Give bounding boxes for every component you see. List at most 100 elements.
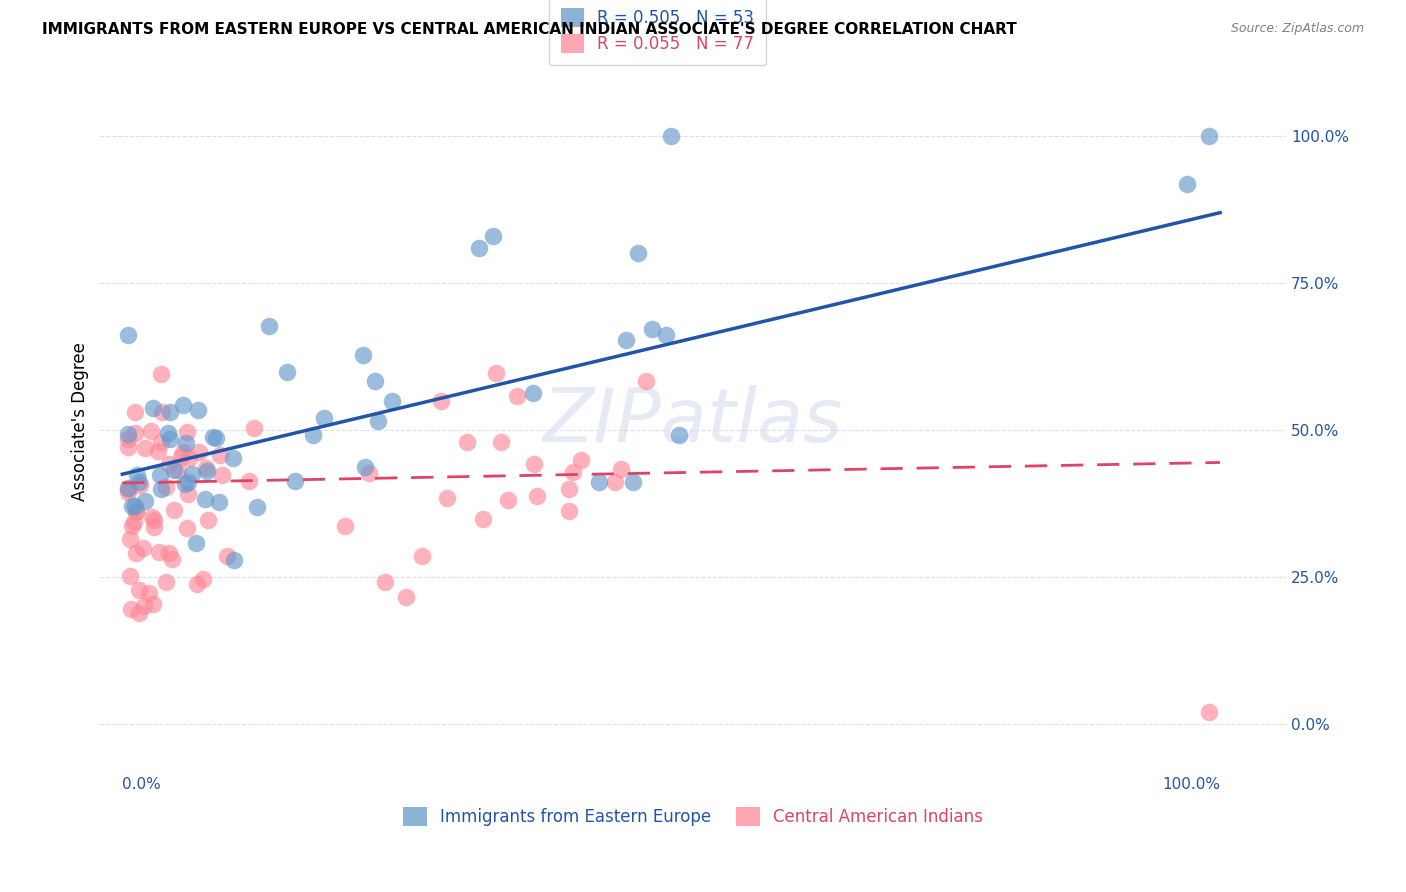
Text: ZIPatlas: ZIPatlas (543, 385, 844, 458)
Point (173, 476, 195, 491)
Point (481, 229, 503, 244)
Point (128, 477, 150, 491)
Point (141, 509, 163, 524)
Point (627, 246, 650, 260)
Point (142, 513, 165, 527)
Text: Source: ZipAtlas.com: Source: ZipAtlas.com (1230, 22, 1364, 36)
Text: 0.0%: 0.0% (122, 777, 162, 792)
Point (456, 434, 478, 449)
Point (176, 425, 198, 439)
Point (333, 519, 356, 533)
Point (238, 474, 260, 488)
Point (142, 401, 165, 416)
Point (125, 468, 148, 483)
Point (174, 436, 197, 450)
Point (121, 499, 143, 513)
Point (128, 475, 150, 489)
Point (172, 398, 194, 412)
Point (605, 475, 627, 489)
Point (149, 435, 172, 450)
Point (186, 536, 208, 550)
Point (124, 499, 146, 513)
Point (359, 466, 381, 480)
Point (367, 413, 389, 427)
Legend: Immigrants from Eastern Europe, Central American Indians: Immigrants from Eastern Europe, Central … (396, 800, 990, 832)
Point (468, 241, 491, 255)
Point (246, 500, 269, 514)
Point (149, 468, 172, 483)
Point (522, 386, 544, 401)
Point (134, 599, 156, 614)
Point (374, 574, 396, 589)
Point (118, 569, 141, 583)
Point (148, 545, 170, 559)
Point (221, 450, 243, 465)
Point (117, 482, 139, 496)
Point (132, 541, 155, 555)
Point (634, 374, 657, 388)
Point (157, 546, 180, 560)
Point (211, 467, 233, 482)
Point (138, 586, 160, 600)
Point (276, 365, 298, 379)
Point (120, 602, 142, 616)
Point (284, 474, 307, 488)
Point (117, 433, 139, 447)
Point (124, 515, 146, 529)
Point (411, 549, 433, 563)
Point (124, 405, 146, 419)
Point (159, 432, 181, 446)
Point (149, 483, 172, 497)
Point (558, 482, 581, 496)
Point (188, 445, 211, 459)
Point (139, 424, 162, 438)
Point (194, 491, 217, 506)
Point (125, 504, 148, 518)
Point (1175, 178, 1198, 192)
Point (208, 494, 231, 508)
Point (163, 463, 186, 477)
Point (1198, 706, 1220, 720)
Point (561, 465, 583, 479)
Point (569, 453, 592, 467)
Point (195, 464, 218, 478)
Point (505, 389, 527, 403)
Text: IMMIGRANTS FROM EASTERN EUROPE VS CENTRAL AMERICAN INDIAN ASSOCIATE'S DEGREE COR: IMMIGRANTS FROM EASTERN EUROPE VS CENTRA… (42, 22, 1017, 37)
Text: 100.0%: 100.0% (1163, 777, 1220, 792)
Point (186, 576, 208, 591)
Point (177, 475, 200, 489)
Point (125, 546, 148, 560)
Point (659, 129, 682, 144)
Point (257, 318, 280, 333)
Point (621, 475, 644, 490)
Point (655, 327, 678, 342)
Point (156, 426, 179, 441)
Point (117, 484, 139, 499)
Point (380, 393, 402, 408)
Point (1198, 129, 1220, 144)
Point (242, 421, 264, 435)
Point (180, 467, 202, 481)
Point (117, 481, 139, 495)
Point (208, 448, 231, 462)
Point (496, 492, 519, 507)
Point (176, 521, 198, 535)
Point (197, 513, 219, 527)
Point (352, 348, 374, 362)
Point (668, 427, 690, 442)
Point (177, 487, 200, 501)
Point (128, 583, 150, 598)
Point (526, 489, 548, 503)
Point (224, 553, 246, 567)
Point (301, 428, 323, 442)
Point (167, 463, 190, 477)
Point (124, 426, 146, 441)
Point (128, 606, 150, 620)
Point (117, 328, 139, 343)
Point (155, 480, 177, 494)
Point (150, 367, 173, 381)
Point (172, 445, 194, 459)
Point (364, 374, 387, 388)
Point (191, 573, 214, 587)
Point (157, 457, 180, 471)
